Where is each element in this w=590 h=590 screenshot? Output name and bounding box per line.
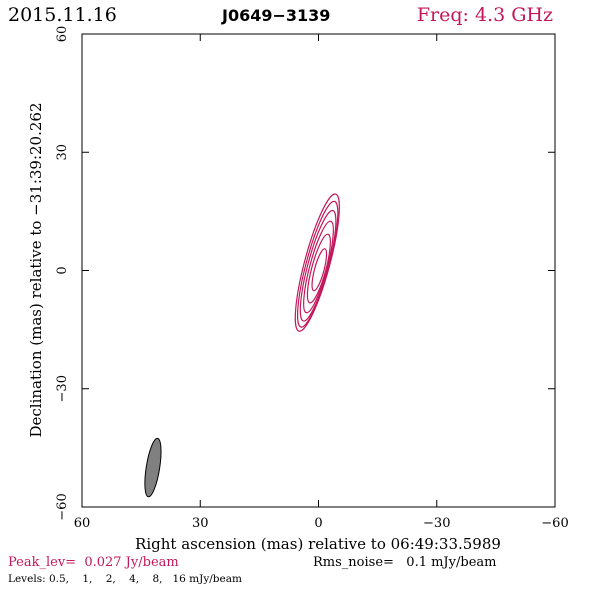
beam-ellipse xyxy=(144,437,162,498)
y-tick-label: 0 xyxy=(55,266,70,274)
contour-level-16 xyxy=(311,248,328,292)
frequency-label: Freq: 4.3 GHz xyxy=(417,4,553,26)
axis-ticks: 60 30 0 −30 −60 −60 −30 0 30 60 xyxy=(55,26,569,531)
x-tick-label: 60 xyxy=(74,516,91,531)
x-tick-label: −30 xyxy=(423,516,450,531)
y-tick-label: 30 xyxy=(55,144,70,161)
contour-level-1 xyxy=(296,200,339,328)
contour-level-2 xyxy=(299,209,337,322)
contour-level-0p5 xyxy=(294,193,340,332)
x-tick-label: 30 xyxy=(192,516,209,531)
plot-frame xyxy=(81,33,556,508)
observation-date: 2015.11.16 xyxy=(8,4,117,26)
x-tick-label: −60 xyxy=(541,516,568,531)
beam-group xyxy=(144,437,162,498)
contour-levels: Levels: 0.5, 1, 2, 4, 8, 16 mJy/beam xyxy=(8,573,242,585)
source-name: J0649−3139 xyxy=(221,6,330,25)
x-tick-label: 0 xyxy=(314,516,322,531)
peak-level: Peak_lev= 0.027 Jy/beam xyxy=(8,555,179,570)
y-tick-label: 60 xyxy=(55,26,70,43)
y-tick-label: −60 xyxy=(55,493,70,520)
y-axis-label: Declination (mas) relative to −31:39:20.… xyxy=(27,102,45,437)
contour-level-4 xyxy=(303,220,334,314)
x-axis-label: Right ascension (mas) relative to 06:49:… xyxy=(135,535,501,553)
y-tick-label: −30 xyxy=(55,375,70,402)
contour-group xyxy=(294,193,340,332)
rms-noise: Rms_noise= 0.1 mJy/beam xyxy=(313,555,496,570)
contour-level-8 xyxy=(306,233,331,304)
